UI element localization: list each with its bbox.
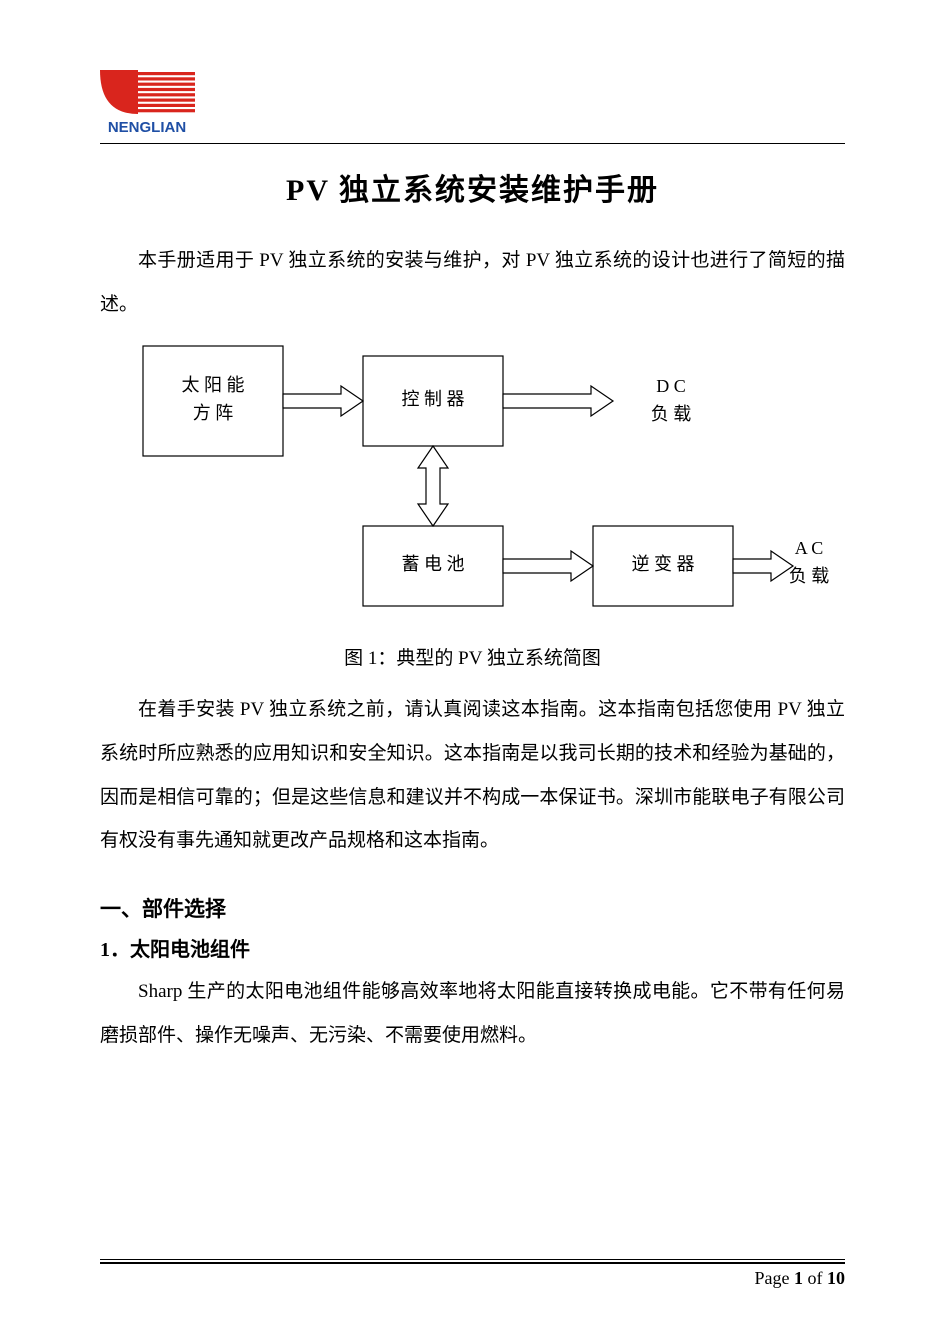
- header: NENGLIAN: [100, 70, 845, 140]
- svg-text:NENGLIAN: NENGLIAN: [108, 119, 186, 136]
- figure-caption: 图 1：典型的 PV 独立系统简图: [100, 643, 845, 670]
- page-number: Page 1 of 10: [755, 1268, 846, 1288]
- nenglian-logo-icon: NENGLIAN: [100, 70, 195, 138]
- footer: Page 1 of 10: [100, 1259, 845, 1289]
- page-root: NENGLIAN PV 独立系统安装维护手册 本手册适用于 PV 独立系统的安装…: [0, 0, 945, 1337]
- footer-rule-thick: [100, 1262, 845, 1264]
- svg-text:负 载: 负 载: [650, 404, 691, 424]
- guide-paragraph: 在着手安装 PV 独立系统之前，请认真阅读这本指南。这本指南包括您使用 PV 独…: [100, 688, 845, 863]
- header-rule: [100, 143, 845, 144]
- svg-text:控 制 器: 控 制 器: [401, 390, 464, 410]
- svg-text:D C: D C: [656, 377, 686, 397]
- page-title: PV 独立系统安装维护手册: [100, 165, 845, 209]
- svg-text:负 载: 负 载: [788, 566, 829, 586]
- section-1-1-heading: 1．太阳电池组件: [100, 933, 845, 962]
- system-diagram: 太 阳 能方 阵 控 制 器蓄 电 池 逆 变 器 D C 负 载 A C 负 载: [113, 336, 833, 631]
- intro-paragraph: 本手册适用于 PV 独立系统的安装与维护，对 PV 独立系统的设计也进行了简短的…: [100, 239, 845, 326]
- svg-text:A C: A C: [794, 539, 823, 559]
- flowchart-icon: 太 阳 能方 阵 控 制 器蓄 电 池 逆 变 器 D C 负 载 A C 负 载: [113, 336, 833, 626]
- svg-text:蓄 电 池: 蓄 电 池: [401, 555, 464, 575]
- footer-current: 1: [794, 1268, 803, 1288]
- footer-label: Page: [755, 1268, 790, 1288]
- svg-text:方 阵: 方 阵: [192, 403, 233, 423]
- footer-rule-thin: [100, 1259, 845, 1260]
- section-1-1-body: Sharp 生产的太阳电池组件能够高效率地将太阳能直接转换成电能。它不带有任何易…: [100, 970, 845, 1057]
- svg-text:太 阳 能: 太 阳 能: [181, 376, 244, 396]
- brand-logo: NENGLIAN: [100, 70, 195, 143]
- section-1-heading: 一、部件选择: [100, 893, 845, 923]
- svg-text:逆 变 器: 逆 变 器: [631, 555, 694, 575]
- footer-total: 10: [827, 1268, 845, 1288]
- footer-of: of: [808, 1268, 823, 1288]
- content-area: PV 独立系统安装维护手册 本手册适用于 PV 独立系统的安装与维护，对 PV …: [100, 155, 845, 1068]
